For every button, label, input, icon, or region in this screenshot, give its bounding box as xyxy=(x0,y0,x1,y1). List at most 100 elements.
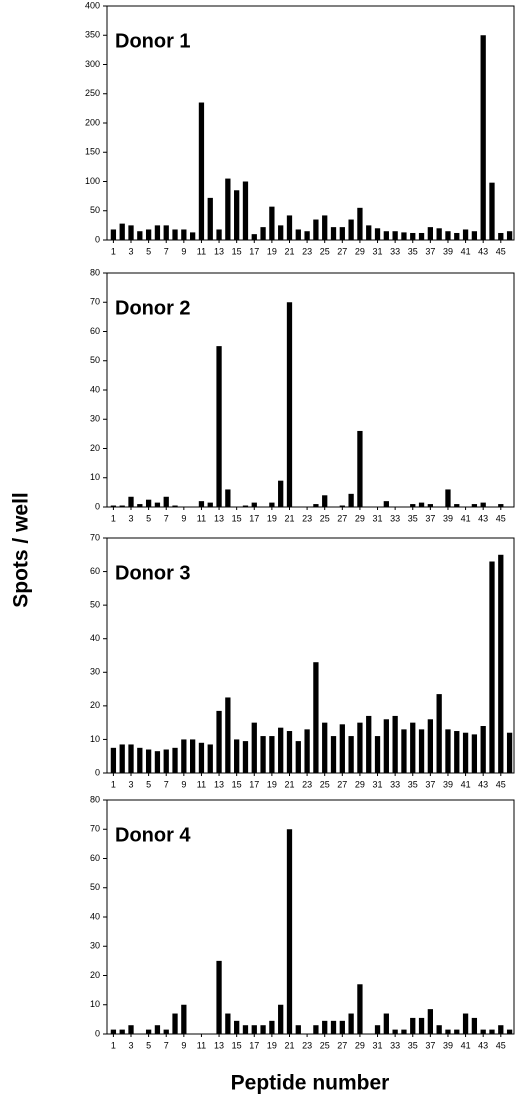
y-tick-label: 40 xyxy=(90,633,100,643)
y-tick-label: 70 xyxy=(90,297,100,307)
bar xyxy=(348,219,354,240)
x-axis-label: Peptide number xyxy=(231,1072,390,1095)
bar xyxy=(410,504,416,507)
bar xyxy=(286,731,293,773)
x-tick-label: 13 xyxy=(214,513,224,523)
bar xyxy=(242,181,249,240)
x-tick-label: 19 xyxy=(267,779,277,789)
bar xyxy=(462,732,469,773)
bar xyxy=(234,1020,240,1034)
x-tick-label: 17 xyxy=(249,1040,259,1050)
x-tick-label: 3 xyxy=(129,1040,134,1050)
bar xyxy=(242,741,249,773)
x-tick-label: 9 xyxy=(181,246,186,256)
x-tick-label: 35 xyxy=(408,246,418,256)
y-tick-label: 250 xyxy=(85,88,100,98)
bar xyxy=(172,1013,178,1034)
bar xyxy=(339,724,345,773)
y-tick-label: 10 xyxy=(90,472,100,482)
bar xyxy=(322,495,328,507)
bar xyxy=(216,710,222,773)
x-tick-label: 35 xyxy=(408,779,418,789)
bar xyxy=(295,1025,301,1034)
y-tick-label: 150 xyxy=(85,147,100,157)
bar xyxy=(480,1029,486,1034)
bar xyxy=(278,480,284,507)
y-tick-label: 0 xyxy=(95,1028,100,1038)
bar xyxy=(322,722,328,773)
bar xyxy=(163,1029,169,1034)
bar xyxy=(251,234,257,240)
bar xyxy=(322,1020,328,1034)
bar xyxy=(374,1025,381,1034)
bar xyxy=(190,739,196,773)
bar xyxy=(357,430,363,507)
x-tick-label: 41 xyxy=(461,513,471,523)
x-tick-label: 27 xyxy=(337,246,347,256)
x-tick-label: 39 xyxy=(443,246,453,256)
bar xyxy=(269,1020,275,1034)
bar xyxy=(454,504,460,507)
bar xyxy=(207,744,213,773)
x-tick-label: 19 xyxy=(267,246,277,256)
x-tick-label: 5 xyxy=(146,1040,151,1050)
bar xyxy=(163,749,169,773)
y-tick-label: 10 xyxy=(90,999,100,1009)
bar xyxy=(172,229,178,240)
bar xyxy=(339,1020,345,1034)
bar xyxy=(128,1025,134,1034)
x-tick-label: 11 xyxy=(197,779,206,789)
bar xyxy=(374,228,381,240)
x-tick-label: 9 xyxy=(181,513,186,523)
bar xyxy=(330,736,337,773)
x-tick-label: 19 xyxy=(267,513,277,523)
bar xyxy=(295,741,301,773)
y-tick-label: 40 xyxy=(90,384,100,394)
bar xyxy=(198,742,205,773)
bar xyxy=(128,225,134,240)
bar xyxy=(145,499,152,507)
bar xyxy=(145,749,152,773)
y-tick-label: 40 xyxy=(90,911,100,921)
bar xyxy=(313,504,319,507)
bar xyxy=(225,697,231,773)
bar xyxy=(145,229,152,240)
bar xyxy=(269,502,275,507)
bar xyxy=(410,232,416,240)
x-tick-label: 31 xyxy=(373,246,383,256)
x-tick-label: 43 xyxy=(478,1040,488,1050)
x-tick-label: 25 xyxy=(320,513,330,523)
bar xyxy=(278,727,284,773)
bar xyxy=(471,734,478,773)
y-tick-label: 80 xyxy=(90,794,100,804)
bar xyxy=(207,502,213,507)
bar xyxy=(410,1017,416,1034)
bar xyxy=(207,197,213,240)
bar xyxy=(436,694,442,773)
bar xyxy=(110,229,117,240)
bar xyxy=(427,719,433,773)
bar xyxy=(181,1004,187,1034)
bar xyxy=(401,232,407,240)
y-tick-label: 100 xyxy=(85,176,100,186)
bar xyxy=(181,229,187,240)
bar xyxy=(119,744,125,773)
y-tick-label: 10 xyxy=(90,734,100,744)
bar xyxy=(110,1029,117,1034)
bar xyxy=(427,1009,433,1034)
bar xyxy=(313,1025,319,1034)
bar xyxy=(154,502,161,507)
bar xyxy=(348,736,354,773)
bar xyxy=(154,751,161,773)
x-tick-label: 11 xyxy=(197,246,206,256)
x-tick-label: 13 xyxy=(214,779,224,789)
bar xyxy=(445,231,451,240)
x-tick-label: 35 xyxy=(408,1040,418,1050)
bar xyxy=(436,1025,442,1034)
x-tick-label: 15 xyxy=(232,1040,242,1050)
x-tick-label: 21 xyxy=(284,246,294,256)
bar xyxy=(145,1029,152,1034)
y-tick-label: 20 xyxy=(90,700,100,710)
panel-title: Donor 1 xyxy=(115,30,191,52)
bar xyxy=(172,505,178,507)
